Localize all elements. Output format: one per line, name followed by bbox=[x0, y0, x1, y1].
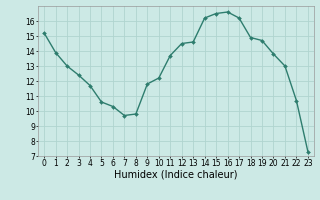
X-axis label: Humidex (Indice chaleur): Humidex (Indice chaleur) bbox=[114, 170, 238, 180]
